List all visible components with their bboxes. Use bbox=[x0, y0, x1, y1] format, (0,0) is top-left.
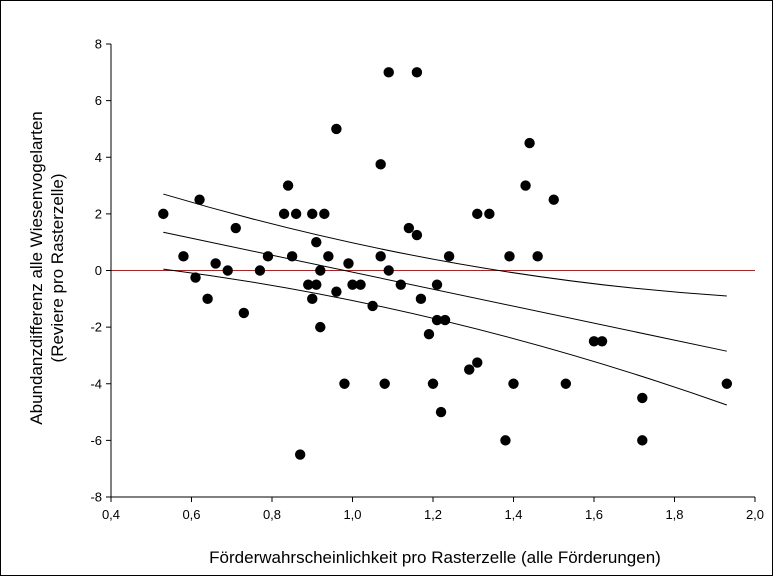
y-tick-label: -4 bbox=[90, 376, 102, 391]
x-tick-label: 0,4 bbox=[102, 507, 120, 522]
data-point bbox=[158, 208, 169, 220]
data-point bbox=[520, 180, 531, 191]
data-point bbox=[238, 307, 250, 319]
data-point bbox=[637, 392, 648, 404]
data-point bbox=[303, 279, 314, 290]
data-point bbox=[403, 222, 415, 234]
x-tick-label: 1,8 bbox=[665, 507, 683, 522]
data-point bbox=[588, 336, 600, 347]
data-point bbox=[347, 279, 358, 290]
y-tick-label: 0 bbox=[95, 263, 102, 278]
data-point bbox=[278, 208, 290, 220]
regression-fit-line bbox=[163, 231, 727, 352]
data-point bbox=[178, 251, 189, 262]
data-point bbox=[282, 180, 294, 191]
data-point bbox=[230, 222, 241, 234]
data-point bbox=[307, 208, 318, 220]
data-point bbox=[210, 258, 221, 269]
data-point bbox=[383, 67, 394, 78]
x-tick-label: 0,6 bbox=[182, 507, 200, 522]
data-point bbox=[431, 279, 443, 290]
data-point bbox=[560, 378, 572, 389]
data-point bbox=[637, 435, 648, 446]
data-point bbox=[423, 329, 435, 340]
x-tick-label: 1,4 bbox=[504, 507, 522, 522]
y-tick-label: -8 bbox=[90, 490, 102, 505]
data-point bbox=[290, 208, 302, 220]
axes-layer bbox=[106, 43, 756, 502]
data-point bbox=[435, 406, 447, 418]
data-point bbox=[367, 300, 378, 312]
data-point bbox=[262, 251, 274, 262]
x-tick-label: 0,8 bbox=[263, 507, 281, 522]
data-point bbox=[254, 265, 266, 276]
data-point bbox=[222, 265, 233, 276]
data-point bbox=[500, 435, 511, 446]
data-point bbox=[307, 293, 318, 305]
data-point bbox=[439, 314, 451, 326]
data-point bbox=[383, 265, 394, 276]
data-point bbox=[194, 194, 205, 205]
data-point bbox=[319, 208, 330, 220]
tick-labels-layer: -8 -6 -4 -2 0 2 4 6 8 0,4 0,6 0,8 1,0 1,2 1,4 1,6 1,8 2,0 bbox=[90, 37, 764, 523]
regression-layer bbox=[163, 193, 727, 406]
data-point bbox=[524, 137, 535, 149]
y-axis-title-line-1: Abundanzdifferenz alle Wiesenvogelarten bbox=[27, 111, 46, 424]
data-point bbox=[532, 251, 543, 262]
confidence-upper-line bbox=[163, 193, 727, 297]
data-point bbox=[331, 286, 342, 297]
data-point bbox=[415, 293, 427, 305]
data-point bbox=[721, 378, 733, 389]
y-axis-title-line-2: (Reviere pro Rasterzelle) bbox=[48, 174, 67, 363]
x-tick-label: 1,2 bbox=[424, 507, 442, 522]
data-point bbox=[294, 449, 306, 460]
data-point bbox=[375, 251, 386, 262]
data-point bbox=[311, 236, 322, 248]
y-tick-label: 6 bbox=[95, 93, 102, 108]
data-point bbox=[427, 378, 439, 389]
x-tick-label: 1,0 bbox=[343, 507, 361, 522]
x-tick-label: 1,6 bbox=[585, 507, 603, 522]
data-point bbox=[315, 265, 326, 276]
data-point bbox=[331, 123, 342, 135]
data-point bbox=[411, 229, 423, 241]
x-axis-title: Förderwahrscheinlichkeit pro Rasterzelle… bbox=[209, 548, 661, 567]
data-point bbox=[315, 321, 326, 333]
data-point bbox=[339, 378, 350, 389]
data-point bbox=[323, 251, 334, 262]
data-point bbox=[286, 251, 298, 262]
data-point bbox=[395, 279, 406, 290]
x-tick-label: 2,0 bbox=[746, 507, 764, 522]
data-point bbox=[472, 357, 483, 368]
data-point bbox=[411, 67, 423, 78]
data-point bbox=[472, 208, 483, 220]
data-point bbox=[202, 293, 213, 305]
data-point bbox=[508, 378, 519, 389]
data-point bbox=[311, 279, 322, 290]
data-point bbox=[355, 279, 366, 290]
data-point bbox=[190, 272, 201, 283]
data-point bbox=[431, 314, 443, 326]
data-point bbox=[443, 251, 455, 262]
data-point bbox=[375, 159, 386, 170]
data-point bbox=[464, 364, 475, 375]
y-tick-label: -2 bbox=[90, 320, 102, 335]
y-tick-label: 2 bbox=[95, 206, 102, 221]
data-point bbox=[596, 336, 608, 347]
y-tick-label: 8 bbox=[95, 37, 102, 52]
data-point bbox=[343, 258, 354, 269]
points-layer bbox=[158, 67, 733, 460]
data-point bbox=[548, 194, 559, 205]
data-point bbox=[484, 208, 495, 220]
data-point bbox=[504, 251, 515, 262]
y-tick-label: -6 bbox=[90, 433, 102, 448]
y-tick-label: 4 bbox=[95, 150, 102, 165]
data-point bbox=[379, 378, 390, 389]
